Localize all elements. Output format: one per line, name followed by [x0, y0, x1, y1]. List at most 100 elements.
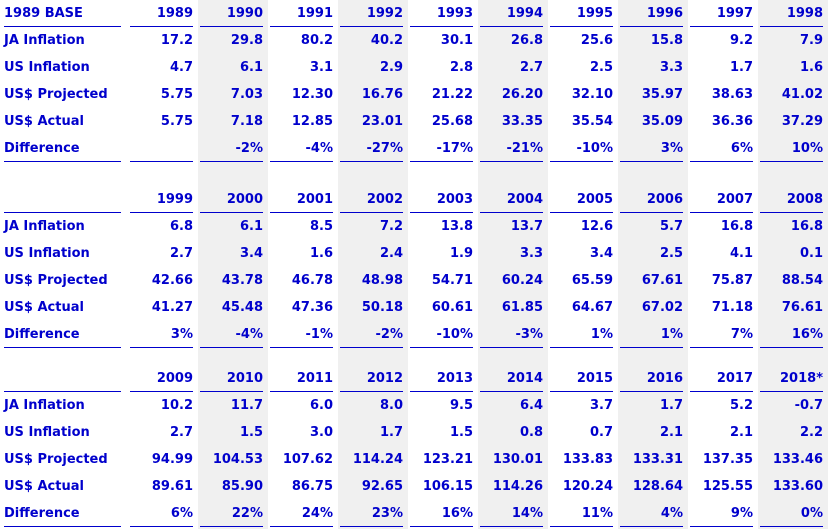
row-divider [200, 212, 263, 213]
value-cell: 2.7 [169, 246, 193, 261]
table-row: US$ Projected 94.99 104.53 107.62 114.24 123.… [0, 446, 828, 473]
value-cell: 67.61 [641, 273, 683, 288]
table-block-1: 1989 BASE 1989 1990 1991 1992 1993 1994 1995 199… [0, 0, 828, 162]
value-cell: 1% [590, 327, 613, 342]
value-cell: 48.98 [361, 273, 403, 288]
value-cell: 106.15 [422, 479, 473, 494]
row-divider [410, 212, 473, 213]
value-cell: 21.22 [431, 87, 473, 102]
value-cell: 8.5 [309, 219, 333, 234]
year-header: 2006 [646, 192, 683, 207]
value-cell: 12.85 [291, 114, 333, 129]
table-row: Difference 3% -4% -1% -2% -10% -3% 1% 1% 7% 16% [0, 321, 828, 348]
year-header: 2010 [226, 371, 263, 386]
year-header: 1989 [156, 6, 193, 21]
row-divider [690, 212, 753, 213]
header-row: 1989 BASE 1989 1990 1991 1992 1993 1994 1995 199… [0, 0, 828, 27]
row-label: JA Inflation [4, 219, 85, 234]
header-row: 1999 2000 2001 2002 2003 2004 2005 2006 2007 2008 [0, 186, 828, 213]
value-cell: 16.8 [720, 219, 753, 234]
value-cell: 9% [730, 506, 753, 521]
value-cell: 6.0 [309, 398, 333, 413]
row-divider [340, 347, 403, 348]
row-label: US Inflation [4, 425, 90, 440]
row-divider [550, 161, 613, 162]
row-divider [130, 161, 193, 162]
shaded-column-band [338, 0, 408, 529]
row-divider [620, 26, 683, 27]
value-cell: 1.5 [449, 425, 473, 440]
year-header: 2017 [716, 371, 753, 386]
value-cell: 16% [441, 506, 473, 521]
row-divider [130, 26, 193, 27]
row-divider [620, 161, 683, 162]
row-divider [760, 26, 823, 27]
value-cell: 43.78 [221, 273, 263, 288]
year-header: 1996 [646, 6, 683, 21]
row-divider [410, 391, 473, 392]
shaded-column-band [618, 0, 688, 529]
value-cell: 67.02 [641, 300, 683, 315]
value-cell: 46.78 [291, 273, 333, 288]
row-divider [340, 526, 403, 527]
value-cell: 133.31 [632, 452, 683, 467]
row-divider [690, 161, 753, 162]
row-divider [690, 26, 753, 27]
value-cell: 123.21 [422, 452, 473, 467]
value-cell: 133.83 [562, 452, 613, 467]
value-cell: 133.60 [772, 479, 823, 494]
value-cell: 0.8 [519, 425, 543, 440]
value-cell: 37.29 [781, 114, 823, 129]
value-cell: 85.90 [221, 479, 263, 494]
row-divider [410, 26, 473, 27]
value-cell: 40.2 [370, 33, 403, 48]
row-label: US$ Projected [4, 87, 108, 102]
value-cell: 75.87 [711, 273, 753, 288]
value-cell: 104.53 [212, 452, 263, 467]
value-cell: 25.6 [580, 33, 613, 48]
table-row: US$ Projected 42.66 43.78 46.78 48.98 54.71 60… [0, 267, 828, 294]
year-header: 2007 [716, 192, 753, 207]
value-cell: 3.0 [309, 425, 333, 440]
year-header: 2014 [506, 371, 543, 386]
value-cell: 23% [371, 506, 403, 521]
row-divider [620, 526, 683, 527]
row-divider [620, 391, 683, 392]
value-cell: 1.6 [799, 60, 823, 75]
row-label: US$ Actual [4, 300, 84, 315]
table-block-2: 1999 2000 2001 2002 2003 2004 2005 2006 2007 2008… [0, 186, 828, 348]
value-cell: 128.64 [632, 479, 683, 494]
value-cell: 0.7 [589, 425, 613, 440]
value-cell: 4% [660, 506, 683, 521]
year-header: 1997 [716, 6, 753, 21]
row-divider [340, 26, 403, 27]
row-divider [4, 526, 121, 527]
value-cell: -10% [576, 141, 613, 156]
value-cell: 125.55 [702, 479, 753, 494]
value-cell: 65.59 [571, 273, 613, 288]
row-divider [270, 391, 333, 392]
value-cell: 6.1 [239, 60, 263, 75]
year-header: 2011 [296, 371, 333, 386]
value-cell: 35.54 [571, 114, 613, 129]
value-cell: 14% [511, 506, 543, 521]
row-divider [760, 526, 823, 527]
value-cell: 137.35 [702, 452, 753, 467]
value-cell: 114.26 [492, 479, 543, 494]
value-cell: 47.36 [291, 300, 333, 315]
table-row: Difference -2% -4% -27% -17% -21% -10% 3% 6% 10% [0, 135, 828, 162]
value-cell: 15.8 [650, 33, 683, 48]
value-cell: 16% [791, 327, 823, 342]
value-cell: -21% [506, 141, 543, 156]
table-base-label: 1989 BASE [4, 6, 83, 21]
row-label: Difference [4, 506, 80, 521]
row-divider [620, 347, 683, 348]
row-divider [130, 526, 193, 527]
value-cell: 5.7 [659, 219, 683, 234]
value-cell: 2.9 [379, 60, 403, 75]
value-cell: 7.03 [230, 87, 263, 102]
value-cell: -4% [305, 141, 333, 156]
value-cell: 2.1 [729, 425, 753, 440]
value-cell: 42.66 [151, 273, 193, 288]
value-cell: 1.7 [659, 398, 683, 413]
